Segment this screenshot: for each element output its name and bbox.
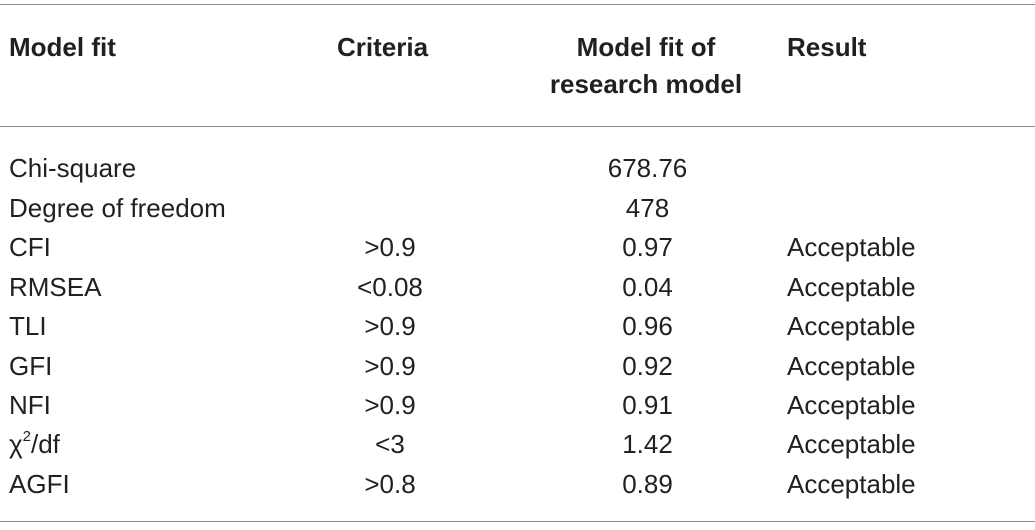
header-research-model-fit: Model fit of research model (538, 29, 754, 103)
cell-model-fit: CFI (9, 232, 51, 262)
cell-criteria: >0.8 (364, 469, 416, 499)
cell-criteria: >0.9 (364, 390, 416, 420)
cell-research-fit: 0.91 (622, 390, 673, 420)
table-row: Chi-square 678.76 (0, 148, 1035, 188)
cell-research-fit: 0.89 (622, 469, 673, 499)
cell-research-fit: 678.76 (607, 153, 688, 183)
header-criteria: Criteria (337, 32, 429, 62)
header-research-model-fit-line2: research model (549, 69, 743, 99)
table-row: CFI >0.9 0.97 Acceptable (0, 227, 1035, 267)
table-row: Degree of freedom 478 (0, 188, 1035, 228)
table-row: NFI >0.9 0.91 Acceptable (0, 385, 1035, 425)
cell-model-fit: NFI (9, 390, 51, 420)
cell-criteria: >0.9 (364, 232, 416, 262)
header-research-model-fit-line1: Model fit of (576, 32, 716, 62)
cell-criteria: >0.9 (364, 351, 416, 381)
header-result: Result (787, 32, 867, 62)
cell-result: Acceptable (787, 429, 916, 459)
cell-model-fit: Degree of freedom (9, 193, 226, 223)
cell-criteria: <0.08 (357, 272, 423, 302)
cell-criteria: >0.9 (364, 311, 416, 341)
table-top-rule (0, 4, 1035, 5)
chi-symbol: χ (9, 429, 23, 459)
cell-result: Acceptable (787, 272, 916, 302)
cell-model-fit: χ2/df (9, 424, 60, 464)
cell-model-fit: Chi-square (9, 153, 137, 183)
cell-model-fit: AGFI (9, 469, 70, 499)
cell-research-fit: 0.92 (622, 351, 673, 381)
header-divider-rule (0, 126, 1035, 127)
cell-research-fit: 0.97 (622, 232, 673, 262)
table-row: RMSEA <0.08 0.04 Acceptable (0, 267, 1035, 307)
table-row: AGFI >0.8 0.89 Acceptable (0, 464, 1035, 504)
table-row: GFI >0.9 0.92 Acceptable (0, 346, 1035, 386)
cell-result: Acceptable (787, 390, 916, 420)
chi-superscript: 2 (22, 428, 31, 446)
cell-research-fit: 0.04 (622, 272, 673, 302)
cell-result: Acceptable (787, 311, 916, 341)
cell-model-fit: GFI (9, 351, 53, 381)
chi-df-suffix: /df (31, 429, 60, 459)
header-model-fit: Model fit (9, 32, 116, 62)
cell-model-fit: RMSEA (9, 272, 102, 302)
cell-model-fit: TLI (9, 311, 47, 341)
table-row: TLI >0.9 0.96 Acceptable (0, 306, 1035, 346)
cell-research-fit: 0.96 (622, 311, 673, 341)
cell-research-fit: 1.42 (622, 429, 673, 459)
cell-research-fit: 478 (625, 193, 670, 223)
cell-criteria: <3 (375, 429, 405, 459)
table-bottom-rule (0, 521, 1035, 522)
table-row: χ2/df <3 1.42 Acceptable (0, 424, 1035, 464)
cell-result: Acceptable (787, 351, 916, 381)
cell-result: Acceptable (787, 469, 916, 499)
cell-result: Acceptable (787, 232, 916, 262)
